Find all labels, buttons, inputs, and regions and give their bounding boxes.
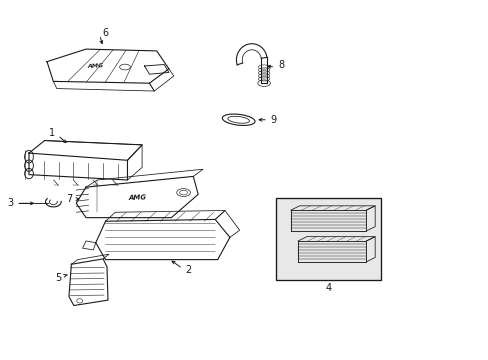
Text: AMG: AMG [87,63,104,69]
Text: 3: 3 [7,198,14,208]
Text: 9: 9 [270,115,276,125]
Text: 7: 7 [66,194,72,204]
Text: 6: 6 [102,28,108,38]
FancyBboxPatch shape [276,198,380,280]
Text: 2: 2 [185,265,191,275]
Text: 8: 8 [278,60,284,70]
Text: AMG: AMG [128,194,146,201]
Text: 5: 5 [55,273,61,283]
Bar [276,198,380,280]
Text: 4: 4 [325,283,331,293]
Text: 1: 1 [49,129,55,138]
